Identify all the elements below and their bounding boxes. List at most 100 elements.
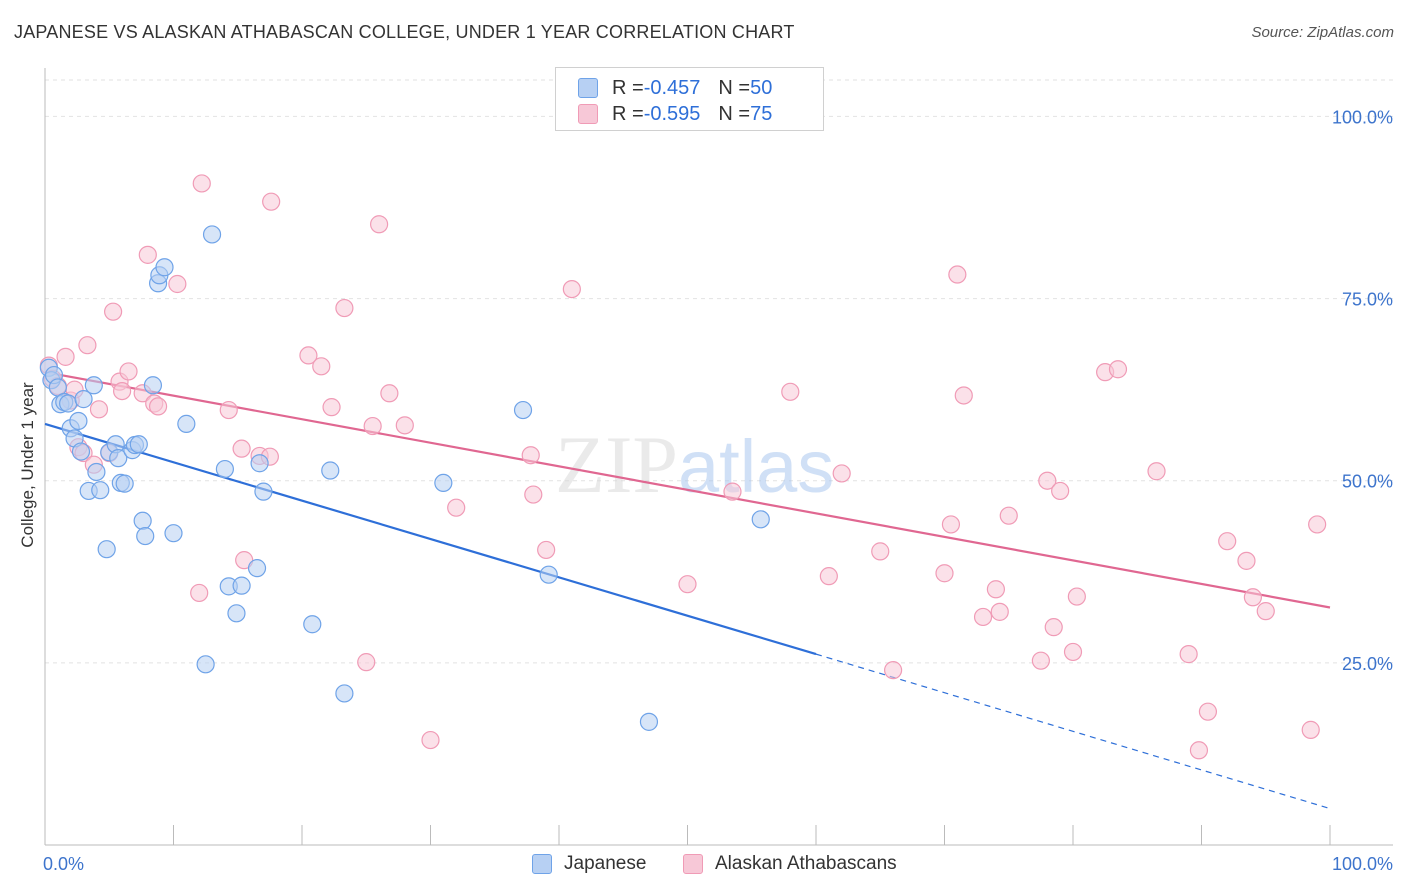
data-point-alaskan (335, 298, 354, 318)
watermark: ZIPatlas (555, 419, 834, 510)
legend-row-alaskan: R = -0.595 N = 75 (578, 103, 772, 125)
data-point-alaskan (1243, 588, 1263, 607)
legend-n-value: 50 (750, 76, 773, 99)
data-point-alaskan (990, 602, 1009, 621)
data-point-alaskan (363, 416, 382, 436)
data-point-japanese (129, 435, 148, 454)
data-point-alaskan (1108, 360, 1128, 379)
data-point-japanese (215, 459, 234, 479)
data-point-alaskan (832, 464, 851, 483)
correlation-legend: R = -0.457 N = 50 R = -0.595 N = 75 (555, 67, 824, 131)
data-point-japanese (97, 540, 116, 559)
data-point-alaskan (192, 174, 211, 193)
data-point-alaskan (447, 498, 466, 517)
data-point-alaskan (357, 653, 376, 672)
data-point-japanese (227, 604, 246, 623)
data-point-alaskan (819, 567, 838, 586)
data-point-japanese (751, 510, 770, 529)
data-point-alaskan (941, 515, 961, 534)
data-point-japanese (247, 559, 267, 578)
x-tick-label: 0.0% (43, 854, 84, 874)
data-point-alaskan (1189, 741, 1209, 760)
data-point-japanese (155, 258, 174, 277)
data-point-alaskan (138, 245, 157, 264)
data-point-japanese (250, 454, 269, 473)
chart-title: JAPANESE VS ALASKAN ATHABASCAN COLLEGE, … (14, 22, 795, 42)
bottom-legend-alaskan: Alaskan Athabascans (683, 853, 897, 875)
x-tick-label: 100.0% (1332, 854, 1393, 874)
data-point-japanese (164, 524, 183, 543)
legend-row-japanese: R = -0.457 N = 50 (578, 77, 772, 99)
bottom-legend-swatch-alaskan (683, 854, 703, 874)
data-point-alaskan (935, 564, 954, 583)
data-point-alaskan (986, 580, 1006, 599)
legend-swatch-japanese (578, 78, 598, 98)
trend-line-japanese (44, 422, 817, 656)
data-point-alaskan (521, 446, 540, 465)
data-point-alaskan (1063, 642, 1083, 662)
data-point-alaskan (235, 551, 254, 570)
legend-swatch-alaskan (578, 104, 598, 124)
data-point-japanese (87, 462, 106, 482)
y-tick-label: 25.0% (1342, 654, 1393, 674)
data-point-alaskan (1179, 645, 1198, 664)
data-point-japanese (335, 684, 354, 703)
data-point-alaskan (89, 400, 109, 419)
chart-source: Source: ZipAtlas.com (1251, 24, 1394, 41)
data-point-alaskan (1308, 515, 1327, 534)
data-point-alaskan (524, 485, 543, 504)
data-point-alaskan (1044, 618, 1063, 637)
data-point-alaskan (322, 398, 341, 417)
data-point-japanese (177, 414, 196, 433)
data-point-alaskan (148, 397, 168, 416)
bottom-legend-label: Japanese (564, 853, 647, 874)
legend-n-label: N = (718, 102, 751, 125)
data-point-alaskan (723, 482, 742, 501)
data-point-japanese (71, 442, 91, 461)
data-point-alaskan (537, 540, 556, 560)
data-point-alaskan (954, 386, 973, 405)
legend-r-label: R = (612, 76, 644, 99)
y-tick-label: 100.0% (1332, 107, 1393, 127)
data-point-japanese (232, 576, 251, 595)
data-point-japanese (513, 400, 533, 420)
data-point-alaskan (119, 362, 138, 381)
data-point-alaskan (1237, 551, 1256, 570)
data-point-japanese (321, 461, 340, 480)
data-point-alaskan (1038, 471, 1057, 490)
trend-line-extension (815, 653, 1331, 810)
data-point-alaskan (1198, 702, 1218, 721)
bottom-legend-swatch-japanese (532, 854, 552, 874)
data-point-japanese (539, 565, 558, 584)
legend-r-label: R = (612, 102, 644, 125)
data-point-alaskan (883, 661, 903, 680)
data-point-alaskan (380, 384, 399, 403)
data-point-alaskan (232, 439, 251, 458)
data-point-japanese (109, 449, 128, 468)
data-point-alaskan (104, 302, 123, 321)
data-point-alaskan (999, 506, 1018, 525)
data-point-alaskan (1218, 532, 1237, 551)
data-point-japanese (84, 376, 103, 395)
axes (44, 68, 1393, 846)
tick-labels: 25.0% 50.0% 75.0% 100.0% 0.0% 100.0% (43, 107, 1393, 874)
gridlines (45, 79, 1393, 664)
data-point-alaskan (781, 382, 800, 401)
data-point-alaskan (1147, 462, 1166, 481)
data-point-japanese (434, 473, 453, 492)
data-point-japanese (133, 511, 152, 530)
data-point-japanese (254, 482, 273, 501)
legend-n-value: 75 (750, 102, 773, 125)
data-point-alaskan (299, 346, 318, 365)
data-point-alaskan (1051, 481, 1070, 501)
data-point-alaskan (219, 400, 238, 420)
bottom-legend-label: Alaskan Athabascans (715, 853, 897, 874)
data-point-japanese (59, 394, 78, 413)
data-point-alaskan (973, 607, 993, 627)
data-point-alaskan (678, 575, 697, 594)
data-point-alaskan (168, 274, 187, 294)
trend-lines (44, 371, 1331, 810)
data-point-alaskan (395, 416, 414, 435)
data-point-alaskan (370, 215, 389, 234)
data-point-alaskan (562, 280, 581, 299)
